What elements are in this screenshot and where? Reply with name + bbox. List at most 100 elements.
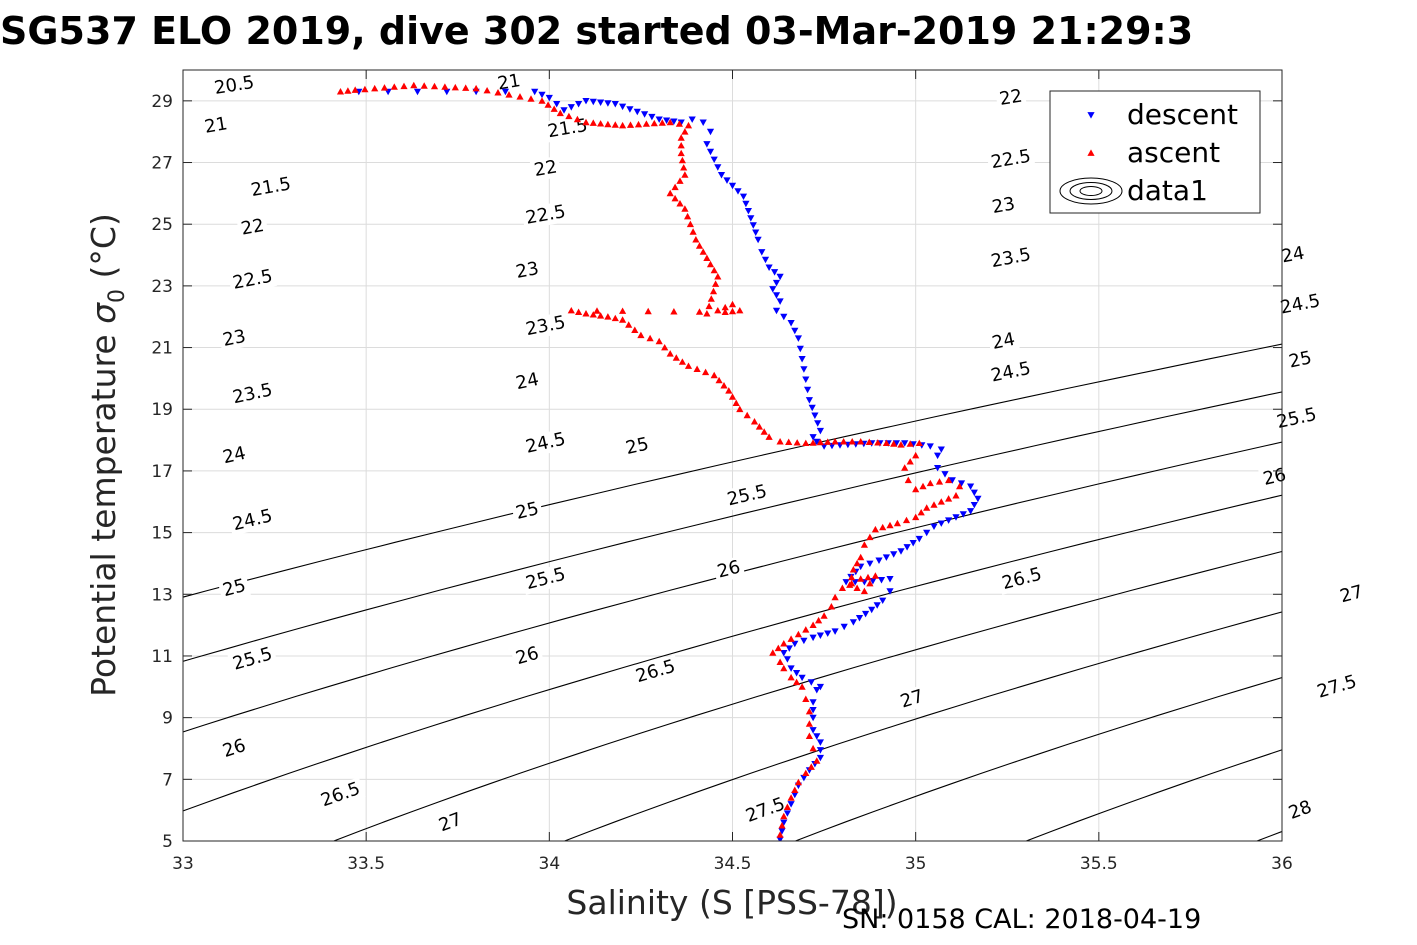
- ascent-point: [853, 584, 861, 591]
- ascent-point: [874, 439, 882, 446]
- ascent-point: [699, 248, 707, 255]
- ascent-point: [794, 778, 802, 786]
- ascent-point: [684, 212, 692, 220]
- descent-point: [809, 699, 817, 706]
- contour-label-bg: [630, 654, 681, 688]
- contour-label: 25.5: [725, 481, 769, 511]
- contour-label: 24: [514, 369, 541, 394]
- ascent-point: [857, 438, 865, 445]
- ascent-point: [516, 93, 524, 100]
- ascent-point: [897, 441, 905, 448]
- ascent-point: [840, 438, 848, 445]
- contour-label-bg: [1334, 580, 1369, 609]
- descent-point: [974, 495, 982, 503]
- contour-label-bg: [1271, 403, 1322, 434]
- descent-point: [886, 588, 894, 595]
- ascent-point: [705, 302, 713, 310]
- ascent-point: [565, 112, 573, 120]
- isopycnal-line: [183, 343, 1282, 598]
- descent-point: [802, 376, 810, 383]
- ascent-point: [765, 433, 773, 440]
- descent-point: [909, 540, 917, 547]
- ascent-point: [848, 573, 856, 581]
- descent-point: [776, 298, 784, 305]
- ascent-point: [860, 587, 868, 595]
- ascent-point: [677, 149, 685, 157]
- descent-point: [800, 637, 808, 645]
- contour-label-bg: [510, 497, 544, 525]
- isopycnal-line: [564, 611, 1282, 841]
- ascent-point: [805, 732, 813, 739]
- ascent-point: [802, 439, 810, 446]
- descent-point: [840, 623, 848, 631]
- ascent-point: [787, 794, 795, 801]
- ascent-point: [802, 769, 810, 776]
- descent-point: [785, 645, 793, 652]
- ascent-point: [644, 307, 652, 315]
- ascent-point: [666, 118, 674, 126]
- ascent-point: [589, 311, 597, 318]
- contour-label: 21.5: [249, 173, 292, 201]
- descent-point: [780, 819, 788, 827]
- descent-point: [816, 739, 824, 746]
- contour-label: 26: [1261, 464, 1288, 490]
- contour-label: 23: [221, 326, 248, 351]
- y-tick-label: 7: [162, 770, 173, 790]
- ascent-point: [952, 492, 960, 499]
- y-tick-label: 29: [151, 92, 173, 112]
- ascent-point: [666, 189, 674, 197]
- ascent-point: [710, 266, 718, 274]
- descent-point: [809, 707, 817, 714]
- contour-label-bg: [227, 642, 278, 676]
- ascent-point: [906, 440, 914, 447]
- isopycnal-line: [795, 676, 1282, 841]
- ascent-point: [695, 308, 704, 315]
- descent-point: [752, 229, 760, 236]
- contour-label-bg: [217, 733, 252, 763]
- contour-label-bg: [227, 378, 278, 409]
- ascent-point: [890, 440, 898, 447]
- descent-point: [582, 98, 590, 105]
- ascent-point: [678, 358, 686, 365]
- descent-point: [742, 200, 750, 208]
- descent-point: [780, 313, 788, 321]
- legend: descent ascent data1: [1049, 90, 1261, 214]
- contour-label-bg: [228, 265, 278, 295]
- ascent-point: [805, 707, 813, 715]
- descent-point: [875, 557, 883, 564]
- descent-point: [633, 108, 641, 116]
- footer-serial-cal: SN: 0158 CAL: 2018-04-19: [842, 904, 1201, 935]
- ascent-point: [678, 156, 686, 164]
- ascent-point: [776, 438, 784, 445]
- ascent-point: [732, 399, 740, 406]
- ascent-point: [676, 200, 684, 207]
- ascent-point: [904, 476, 912, 484]
- ascent-point: [785, 438, 793, 445]
- contour-label-bg: [217, 574, 251, 602]
- descent-point: [791, 791, 799, 799]
- ascent-point: [658, 119, 666, 126]
- ascent-point: [857, 553, 865, 561]
- ascent-point: [573, 115, 581, 123]
- ascent-point: [680, 164, 688, 171]
- legend-descent-label: descent: [1127, 98, 1238, 131]
- descent-point: [538, 91, 546, 99]
- contour-label: 23: [990, 193, 1016, 218]
- ascent-point: [860, 541, 868, 548]
- y-tick-label: 27: [151, 154, 173, 174]
- descent-point: [783, 810, 791, 817]
- descent-point: [967, 508, 975, 515]
- ascent-point: [483, 87, 491, 94]
- descent-point: [758, 249, 766, 256]
- ascent-point: [774, 644, 782, 652]
- ascent-point: [750, 418, 759, 425]
- ascent-point: [791, 786, 799, 793]
- ascent-point: [871, 525, 879, 533]
- ascent-point: [912, 451, 920, 459]
- ascent-point: [807, 763, 815, 770]
- ascent-point: [695, 242, 704, 249]
- ascent-point: [619, 307, 627, 314]
- ascent-point: [604, 120, 612, 128]
- descent-point: [791, 640, 799, 648]
- descent-point: [787, 801, 795, 808]
